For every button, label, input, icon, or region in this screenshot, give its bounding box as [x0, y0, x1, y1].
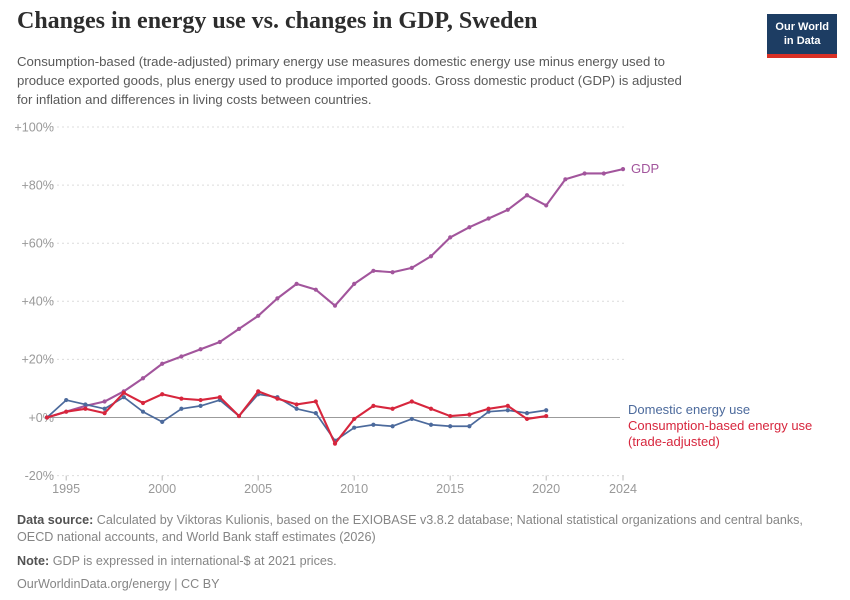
chart-subtitle: Consumption-based (trade-adjusted) prima…	[17, 54, 682, 107]
data-source-text: Calculated by Viktoras Kulionis, based o…	[17, 513, 803, 545]
y-tick-label: +40%	[21, 295, 54, 309]
page-title: Changes in energy use vs. changes in GDP…	[17, 8, 538, 34]
y-tick-label: +100%	[14, 120, 54, 134]
footer-link[interactable]: OurWorldinData.org/energy | CC BY	[17, 577, 220, 592]
x-tick-label: 2010	[340, 482, 368, 496]
x-tick-label: 1995	[52, 482, 80, 496]
y-tick-label: +60%	[21, 237, 54, 251]
note-line: Note: GDP is expressed in international-…	[17, 553, 835, 570]
data-source-label: Data source:	[17, 513, 94, 527]
series-gdp: GDP	[44, 161, 659, 420]
series-label-consumption-based-energy-use: Consumption-based energy use	[628, 418, 812, 433]
series-label-gdp: GDP	[631, 161, 659, 176]
footer-link-line: OurWorldinData.org/energy | CC BY	[17, 576, 835, 593]
data-source-line: Data source: Calculated by Viktoras Kuli…	[17, 512, 835, 547]
series-label-domestic-energy-use: Domestic energy use	[628, 402, 750, 417]
series-domestic-energy-use: Domestic energy use	[44, 392, 750, 443]
x-tick-label: 2020	[532, 482, 560, 496]
note-label: Note:	[17, 553, 50, 568]
x-tick-label: 2000	[148, 482, 176, 496]
note-text: GDP is expressed in international-$ at 2…	[52, 553, 337, 568]
x-tick-label: 2015	[436, 482, 464, 496]
gridlines: +100% +80% +60% +40% +20% +0% -20%1995 2000 2005…	[14, 120, 637, 496]
series-label-consumption-based-energy-use: (trade-adjusted)	[628, 434, 720, 449]
x-tick-label: 2024	[609, 482, 637, 496]
y-tick-label: -20%	[25, 469, 54, 483]
y-tick-label: +20%	[21, 353, 54, 367]
x-tick-label: 2005	[244, 482, 272, 496]
owid-logo-line1: Our World	[775, 21, 829, 33]
line-chart[interactable]: +100% +80% +60% +40% +20% +0% -20%1995 2000 2005…	[0, 0, 850, 505]
y-tick-label: +0%	[28, 411, 54, 425]
chart-footer: Data source: Calculated by Viktoras Kuli…	[17, 512, 835, 600]
owid-logo[interactable]: Our World in Data	[767, 14, 837, 58]
series-consumption-based-energy-use: Consumption-based energy use(trade-adjus…	[44, 389, 812, 449]
y-tick-label: +80%	[21, 178, 54, 192]
owid-logo-line2: in Data	[783, 35, 821, 48]
